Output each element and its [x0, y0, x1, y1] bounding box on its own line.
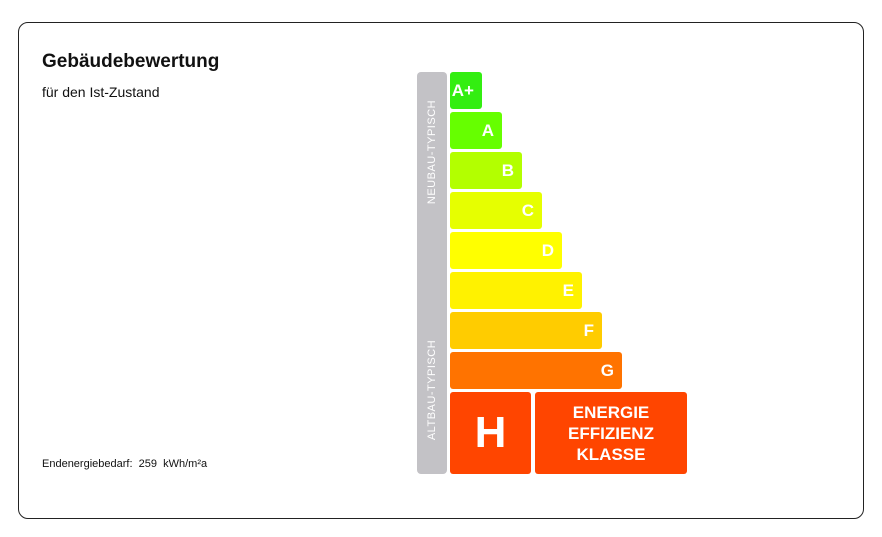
- old-label: ALTBAU-TYPISCH: [426, 339, 438, 441]
- class-bar: C: [450, 192, 542, 229]
- result-class: H: [450, 392, 531, 474]
- subtitle: für den Ist-Zustand: [42, 84, 160, 100]
- title: Gebäudebewertung: [42, 51, 220, 72]
- class-bar: A+: [450, 72, 482, 109]
- class-bar: F: [450, 312, 602, 349]
- class-bar: E: [450, 272, 582, 309]
- class-bar: B: [450, 152, 522, 189]
- caption-line: ENERGIE: [572, 402, 650, 422]
- footer: Endenergiebedarf: 259 kWh/m²a: [42, 458, 207, 470]
- footer-value: 259: [138, 458, 157, 470]
- scale-bar: NEUBAU-TYPISCH ALTBAU-TYPISCH: [417, 72, 447, 474]
- class-bar: A: [450, 112, 502, 149]
- caption-line: KLASSE: [576, 444, 646, 464]
- footer-label: Endenergiebedarf:: [42, 458, 133, 470]
- footer-unit: kWh/m²a: [163, 458, 208, 470]
- class-bar: D: [450, 232, 562, 269]
- result-caption: ENERGIE EFFIZIENZ KLASSE: [535, 392, 687, 474]
- new-label: NEUBAU-TYPISCH: [426, 99, 438, 205]
- class-bar: G: [450, 352, 622, 389]
- card: [18, 22, 864, 519]
- caption-line: EFFIZIENZ: [568, 423, 654, 443]
